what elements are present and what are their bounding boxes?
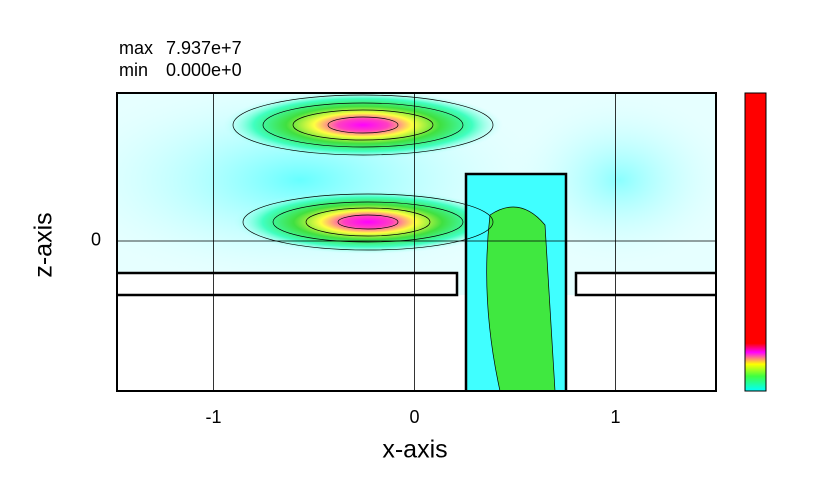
min-label: min bbox=[119, 60, 148, 80]
x-tick-label: -1 bbox=[205, 407, 221, 427]
plot-frame bbox=[116, 92, 717, 392]
field bbox=[117, 93, 716, 391]
y-tick-label: 0 bbox=[91, 230, 101, 250]
y-axis-label: z-axis bbox=[30, 212, 58, 277]
colorbar bbox=[744, 92, 767, 392]
x-tick-label: 0 bbox=[409, 407, 419, 427]
x-tick-label: 1 bbox=[610, 407, 620, 427]
max-value: 7.937e+7 bbox=[166, 38, 242, 58]
min-value: 0.000e+0 bbox=[166, 60, 242, 80]
x-axis-label: x-axis bbox=[382, 436, 447, 464]
max-label: max bbox=[119, 38, 153, 58]
